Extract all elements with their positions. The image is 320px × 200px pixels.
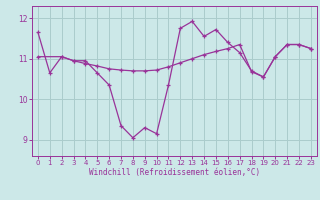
X-axis label: Windchill (Refroidissement éolien,°C): Windchill (Refroidissement éolien,°C): [89, 168, 260, 177]
